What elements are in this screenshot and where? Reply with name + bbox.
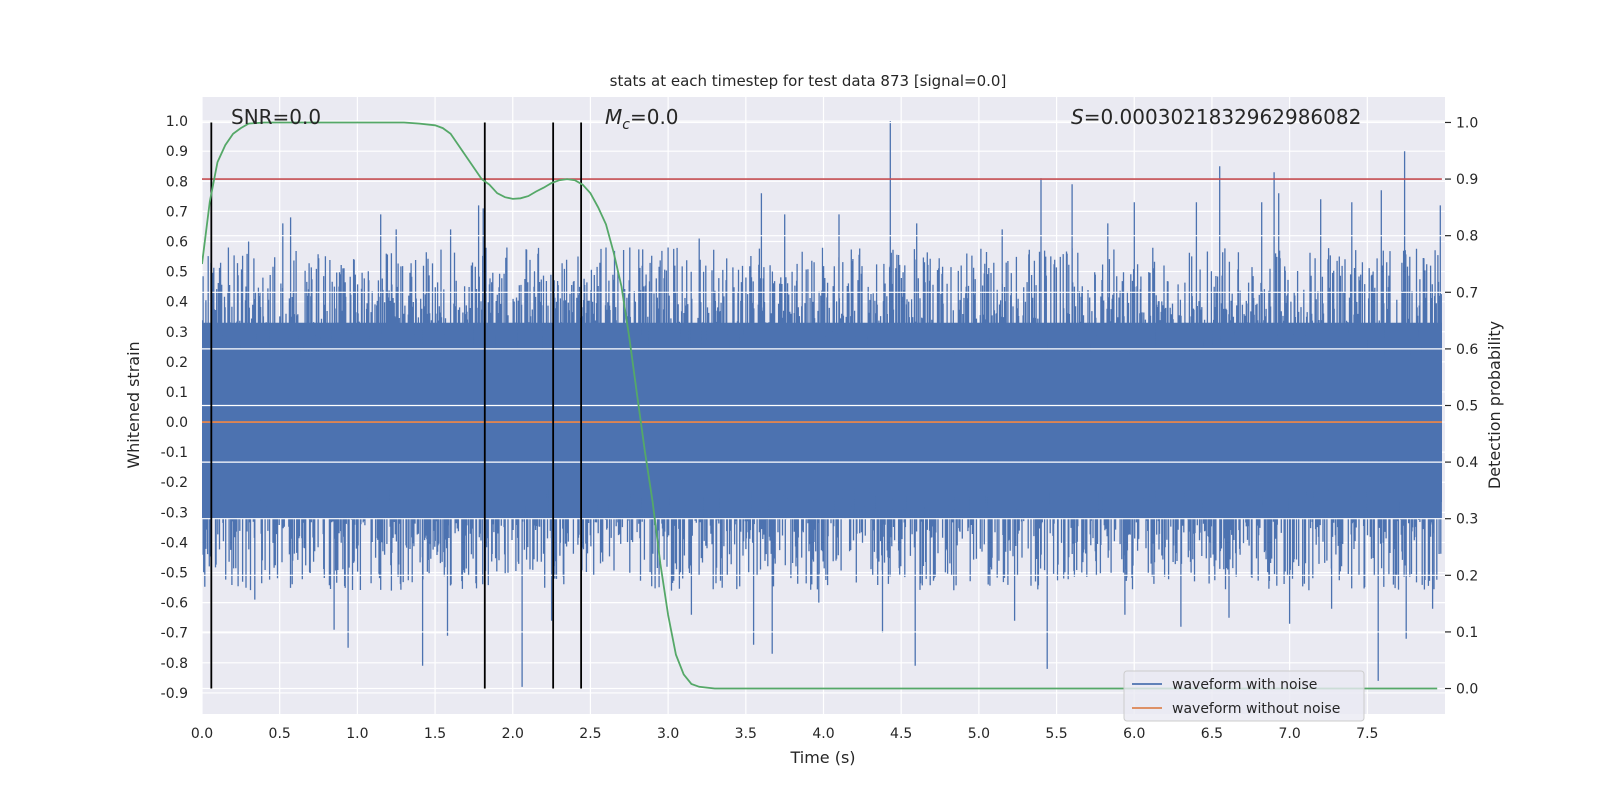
y-tick-label: 0.8	[166, 174, 188, 190]
x-tick-label: 2.0	[502, 726, 524, 742]
x-tick-label: 0.5	[269, 726, 291, 742]
y2-tick-label: 0.2	[1456, 568, 1478, 584]
x-tick-label: 4.0	[812, 726, 834, 742]
x-tick-label: 7.5	[1356, 726, 1378, 742]
y-tick-label: 0.5	[166, 265, 188, 281]
y-tick-label: -0.6	[161, 596, 188, 612]
x-tick-label: 3.5	[735, 726, 757, 742]
s-statistic-annotation: S=0.0003021832962986082	[1071, 105, 1361, 129]
x-tick-label: 5.5	[1045, 726, 1067, 742]
x-tick-label: 6.0	[1123, 726, 1145, 742]
y-tick-label: -0.9	[161, 686, 188, 702]
y-tick-label: -0.8	[161, 656, 188, 672]
y2-tick-label: 0.0	[1456, 682, 1478, 698]
y2-axis-label: Detection probability	[1485, 321, 1504, 489]
y2-tick-label: 0.7	[1456, 285, 1478, 301]
legend-label-clean: waveform without noise	[1172, 701, 1340, 717]
y2-tick-label: 0.9	[1456, 172, 1478, 188]
x-tick-label: 1.0	[346, 726, 368, 742]
plot-area	[201, 97, 1445, 714]
y-axis-ticks: 1.0 0.9 0.8 0.7 0.6 0.5 0.4 0.3 0.2 0.1 0.0 -0.1 -0.…	[161, 114, 188, 702]
y2-tick-label: 0.6	[1456, 342, 1478, 358]
y-tick-label: 0.6	[166, 234, 188, 250]
x-tick-label: 5.0	[968, 726, 990, 742]
event-markers	[210, 122, 583, 689]
x-tick-label: 2.5	[579, 726, 601, 742]
x-tick-label: 0.0	[191, 726, 213, 742]
snr-annotation: SNR=0.0	[231, 105, 321, 129]
x-tick-label: 6.5	[1201, 726, 1223, 742]
noisy-waveform-series	[202, 121, 1442, 687]
s-statistic-value: =0.0003021832962986082	[1084, 105, 1362, 129]
chart-title: stats at each timestep for test data 873…	[610, 72, 1007, 90]
chirp-mass-value: =0.0	[630, 105, 679, 129]
legend: waveform with noise waveform without noi…	[1123, 670, 1365, 722]
y-tick-label: 0.9	[166, 144, 188, 160]
y-tick-label: -0.5	[161, 566, 188, 582]
y2-tick-label: 0.4	[1456, 455, 1478, 471]
y-tick-label: -0.7	[161, 626, 188, 642]
y-tick-label: -0.2	[161, 475, 188, 491]
y2-tick-label: 0.1	[1456, 625, 1478, 641]
y-tick-label: 0.4	[166, 295, 188, 311]
y2-tick-label: 1.0	[1456, 115, 1478, 131]
y2-axis-ticks: 1.0 0.9 0.8 0.7 0.6 0.5 0.4 0.3 0.2 0.1 0.0	[1445, 115, 1478, 698]
x-axis-label: Time (s)	[789, 748, 855, 767]
y-tick-label: 0.7	[166, 204, 188, 220]
y-tick-label: 0.2	[166, 355, 188, 371]
detection-probability-line	[202, 121, 1438, 690]
s-statistic-symbol: S	[1071, 105, 1084, 129]
y-tick-label: 1.0	[166, 114, 188, 130]
x-axis-ticks: 0.0 0.5 1.0 1.5 2.0 2.5 3.0 3.5 4.0 4.5 5.0 5.5 6.0 6…	[191, 726, 1379, 742]
y-tick-label: 0.1	[166, 385, 188, 401]
x-tick-label: 4.5	[890, 726, 912, 742]
y2-tick-label: 0.5	[1456, 399, 1478, 415]
y-tick-label: 0.3	[166, 325, 188, 341]
x-tick-label: 1.5	[424, 726, 446, 742]
y-tick-label: -0.4	[161, 535, 188, 551]
legend-label-noisy: waveform with noise	[1172, 677, 1317, 693]
x-tick-label: 7.0	[1278, 726, 1300, 742]
y-tick-label: -0.1	[161, 445, 188, 461]
y2-tick-label: 0.3	[1456, 512, 1478, 528]
x-tick-label: 3.0	[657, 726, 679, 742]
y-axis-label: Whitened strain	[124, 341, 143, 468]
y2-tick-label: 0.8	[1456, 229, 1478, 245]
y-tick-label: 0.0	[166, 415, 188, 431]
chirp-mass-subscript: c	[622, 117, 630, 133]
y-tick-label: -0.3	[161, 505, 188, 521]
chirp-mass-annotation: Mc=0.0	[605, 105, 679, 133]
legend-box	[1123, 670, 1365, 722]
chirp-mass-symbol: M	[605, 105, 622, 129]
